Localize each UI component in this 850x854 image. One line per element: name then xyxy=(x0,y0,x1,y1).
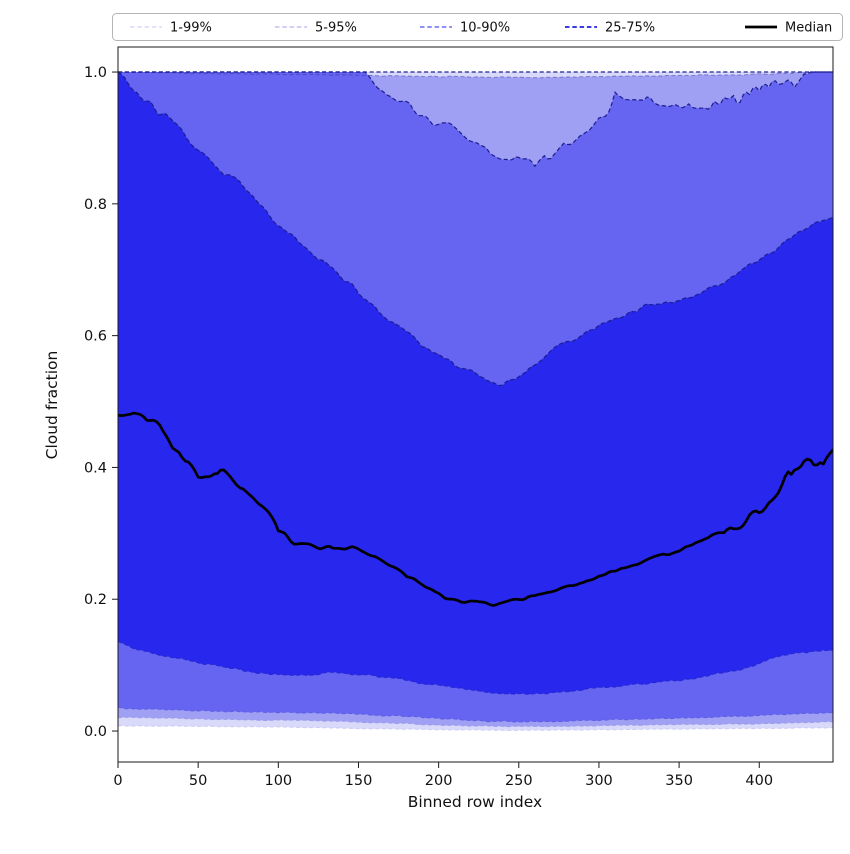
legend-label: 10-90% xyxy=(460,21,510,36)
legend-label: 1-99% xyxy=(170,21,212,36)
y-axis-label: Cloud fraction xyxy=(43,351,61,460)
x-tick-label: 150 xyxy=(345,773,373,789)
band-25-75% xyxy=(118,72,833,695)
legend-label: 25-75% xyxy=(605,21,655,36)
legend: 1-99% 5-95% 10-90% 25-75% Median xyxy=(112,13,843,41)
legend-item-1-99%: 1-99% xyxy=(130,21,212,36)
y-tick-label: 1.0 xyxy=(84,65,107,81)
legend-item-Median: Median xyxy=(745,21,832,36)
y-tick-label: 0.8 xyxy=(84,197,107,213)
legend-item-5-95%: 5-95% xyxy=(275,21,357,36)
quantile-line-q95 xyxy=(118,71,833,79)
x-tick-label: 0 xyxy=(113,773,122,789)
y-tick-label: 0.0 xyxy=(84,724,107,740)
median-path xyxy=(118,411,833,607)
quantile-bands xyxy=(118,72,833,731)
x-tick-label: 100 xyxy=(264,773,292,789)
x-tick-label: 250 xyxy=(505,773,533,789)
x-tick-label: 350 xyxy=(665,773,693,789)
x-tick-label: 50 xyxy=(189,773,207,789)
y-tick-label: 0.6 xyxy=(84,329,107,345)
legend-item-10-90%: 10-90% xyxy=(420,21,510,36)
x-axis-ticks: 0 50 100 150 200 250 300 350 400 xyxy=(113,762,773,789)
axes-frame xyxy=(117,46,834,763)
legend-item-25-75%: 25-75% xyxy=(565,21,655,36)
x-tick-label: 200 xyxy=(425,773,453,789)
quantile-line-q10 xyxy=(118,706,833,723)
legend-label: Median xyxy=(785,21,832,36)
y-tick-label: 0.4 xyxy=(84,460,107,476)
median-line xyxy=(118,411,833,607)
quantile-line-q75 xyxy=(118,71,833,387)
legend-label: 5-95% xyxy=(315,21,357,36)
quantile-line-q25 xyxy=(118,640,833,695)
x-axis-label: Binned row index xyxy=(408,793,542,811)
y-tick-label: 0.2 xyxy=(84,592,107,608)
quantile-line-q5 xyxy=(118,716,833,728)
y-axis-ticks: 0.0 0.2 0.4 0.6 0.8 1.0 xyxy=(84,65,118,740)
x-tick-label: 400 xyxy=(745,773,773,789)
quantile-line-q90 xyxy=(118,71,833,168)
x-tick-label: 300 xyxy=(585,773,613,789)
quantile-line-q1 xyxy=(118,725,833,731)
legend-box xyxy=(112,13,843,41)
quantile-edge-lines xyxy=(118,71,833,731)
